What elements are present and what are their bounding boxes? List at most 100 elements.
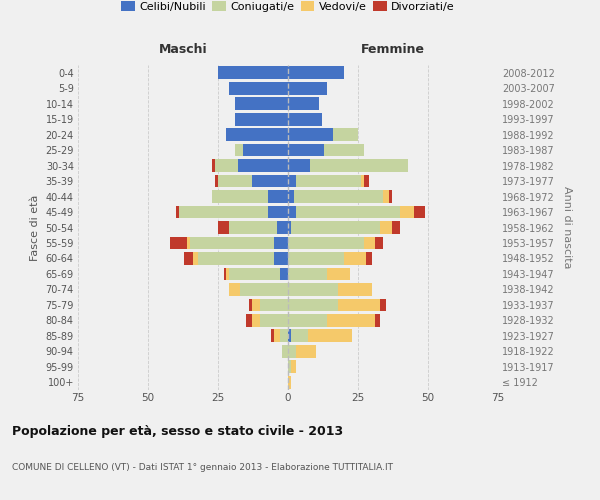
Bar <box>218 221 229 234</box>
Bar <box>280 268 288 280</box>
Bar <box>380 298 386 311</box>
Bar <box>308 330 352 342</box>
Bar <box>288 113 322 126</box>
Bar <box>215 174 218 188</box>
Bar <box>288 98 319 110</box>
Bar <box>310 159 409 172</box>
Bar <box>218 174 251 188</box>
Bar <box>190 236 274 250</box>
Bar <box>288 376 291 388</box>
Bar <box>218 66 288 79</box>
Bar <box>260 298 288 311</box>
Bar <box>288 345 296 358</box>
Bar <box>288 268 327 280</box>
Bar <box>268 190 288 203</box>
Bar <box>235 144 243 156</box>
Bar <box>277 221 288 234</box>
Bar <box>293 190 383 203</box>
Bar <box>193 252 199 265</box>
Bar <box>338 283 372 296</box>
Bar <box>291 330 308 342</box>
Bar <box>361 174 364 188</box>
Bar <box>271 330 274 342</box>
Bar <box>392 221 400 234</box>
Bar <box>288 330 291 342</box>
Bar <box>176 206 179 218</box>
Bar <box>288 298 338 311</box>
Bar <box>383 190 389 203</box>
Legend: Celibi/Nubili, Coniugati/e, Vedovi/e, Divorziati/e: Celibi/Nubili, Coniugati/e, Vedovi/e, Di… <box>119 0 457 14</box>
Bar <box>364 174 369 188</box>
Bar <box>288 283 338 296</box>
Bar <box>226 128 288 141</box>
Bar <box>288 360 291 373</box>
Bar <box>268 206 288 218</box>
Text: Maschi: Maschi <box>158 42 208 56</box>
Bar <box>288 190 293 203</box>
Bar <box>288 314 327 326</box>
Bar <box>184 252 193 265</box>
Bar <box>288 144 325 156</box>
Bar <box>291 360 296 373</box>
Bar <box>288 206 296 218</box>
Bar <box>241 283 288 296</box>
Bar <box>288 82 327 94</box>
Y-axis label: Fasce di età: Fasce di età <box>30 194 40 260</box>
Bar <box>238 159 288 172</box>
Bar <box>296 206 400 218</box>
Bar <box>179 206 268 218</box>
Bar <box>296 345 316 358</box>
Bar <box>229 283 241 296</box>
Bar <box>199 252 274 265</box>
Bar <box>380 221 392 234</box>
Bar <box>400 206 414 218</box>
Bar <box>212 159 215 172</box>
Bar <box>288 159 310 172</box>
Bar <box>414 206 425 218</box>
Bar <box>226 268 229 280</box>
Bar <box>235 113 288 126</box>
Bar <box>327 268 350 280</box>
Bar <box>288 128 333 141</box>
Bar <box>274 330 280 342</box>
Bar <box>246 314 251 326</box>
Bar <box>283 345 288 358</box>
Bar <box>364 236 375 250</box>
Bar <box>288 236 364 250</box>
Bar <box>170 236 187 250</box>
Bar <box>243 144 288 156</box>
Bar <box>224 268 226 280</box>
Bar <box>235 98 288 110</box>
Bar <box>375 314 380 326</box>
Text: Popolazione per età, sesso e stato civile - 2013: Popolazione per età, sesso e stato civil… <box>12 425 343 438</box>
Bar <box>187 236 190 250</box>
Bar <box>229 221 277 234</box>
Text: COMUNE DI CELLENO (VT) - Dati ISTAT 1° gennaio 2013 - Elaborazione TUTTITALIA.IT: COMUNE DI CELLENO (VT) - Dati ISTAT 1° g… <box>12 463 393 472</box>
Bar <box>274 252 288 265</box>
Bar <box>296 174 361 188</box>
Bar <box>260 314 288 326</box>
Bar <box>249 298 251 311</box>
Text: Femmine: Femmine <box>361 42 425 56</box>
Bar <box>215 159 238 172</box>
Bar <box>325 144 364 156</box>
Bar <box>229 268 280 280</box>
Bar <box>375 236 383 250</box>
Bar <box>333 128 358 141</box>
Bar <box>327 314 375 326</box>
Bar <box>229 82 288 94</box>
Y-axis label: Anni di nascita: Anni di nascita <box>562 186 572 269</box>
Bar <box>344 252 367 265</box>
Bar <box>280 330 288 342</box>
Bar <box>338 298 380 311</box>
Bar <box>389 190 392 203</box>
Bar <box>251 298 260 311</box>
Bar <box>288 252 344 265</box>
Bar <box>288 221 291 234</box>
Bar <box>274 236 288 250</box>
Bar <box>212 190 268 203</box>
Bar <box>251 174 288 188</box>
Bar <box>251 314 260 326</box>
Bar <box>288 66 344 79</box>
Bar <box>288 174 296 188</box>
